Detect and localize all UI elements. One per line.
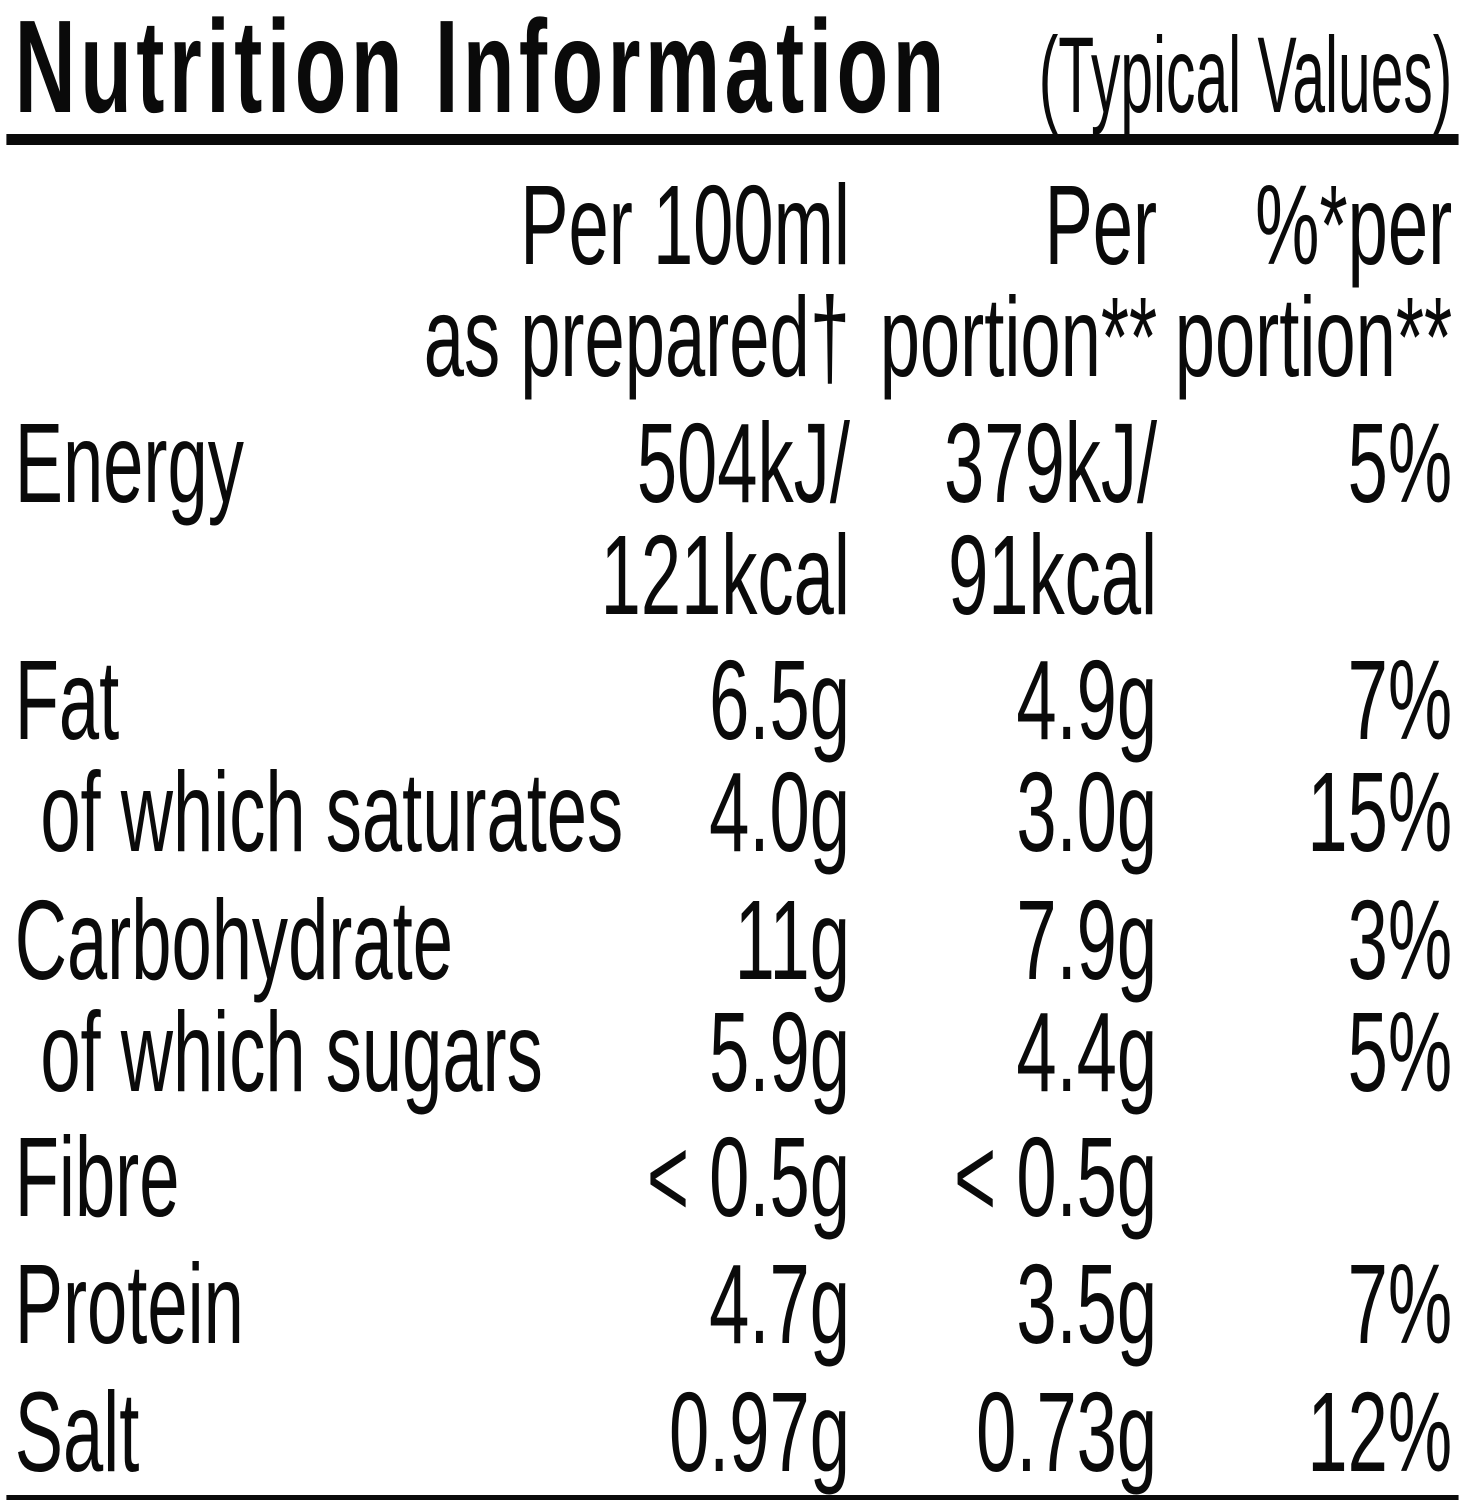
per-100ml-value: 4.0g xyxy=(709,749,850,875)
table-row-salt: Salt 0.97g 0.73g 12% xyxy=(14,1369,1453,1495)
per-100ml-value: 11g xyxy=(734,877,850,1003)
percent-value xyxy=(1157,1121,1452,1233)
per-portion-value: 3.0g xyxy=(1016,749,1158,875)
title-main: Nutrition Information xyxy=(14,0,949,140)
header-per-portion: Per portion** xyxy=(879,162,1158,400)
nutrient-label: Protein xyxy=(14,1241,244,1367)
nutrient-label: Fibre xyxy=(14,1114,180,1240)
table-row-saturates: of which saturates 4.0g 3.0g 15% xyxy=(15,749,1453,875)
title-suffix: (Typical Values) xyxy=(1038,14,1453,135)
per-100ml-value: 5.9g xyxy=(709,989,850,1115)
percent-value: 7% xyxy=(1347,637,1453,763)
nutrition-table: Per 100ml as prepared† Per portion** %*p… xyxy=(0,162,1465,1495)
per-portion-value: 3.5g xyxy=(1016,1241,1158,1367)
nutrient-label: Fat xyxy=(14,637,120,763)
page-title: Nutrition Information (Typical Values) xyxy=(0,0,1465,134)
per-100ml-value: 0.97g xyxy=(668,1369,850,1495)
table-row-energy: Energy 504kJ/ 121kcal 379kJ/ 91kcal 5% xyxy=(14,400,1453,638)
nutrient-label: Energy xyxy=(14,400,244,526)
per-portion-value: 379kJ/ 91kcal xyxy=(944,400,1158,638)
per-100ml-value: 6.5g xyxy=(709,637,850,763)
table-row-fibre: Fibre < 0.5g < 0.5g xyxy=(14,1114,1452,1240)
nutrient-label: of which saturates xyxy=(40,749,624,875)
nutrient-label: Carbohydrate xyxy=(14,877,453,1003)
percent-value: 12% xyxy=(1307,1369,1453,1495)
table-row-protein: Protein 4.7g 3.5g 7% xyxy=(14,1241,1453,1367)
table-row-carbohydrate: Carbohydrate 11g 7.9g 3% xyxy=(14,877,1453,1003)
per-portion-value: 4.4g xyxy=(1016,989,1158,1115)
bottom-divider xyxy=(6,1495,1459,1500)
top-divider xyxy=(6,134,1459,145)
table-header-row: Per 100ml as prepared† Per portion** %*p… xyxy=(15,162,1453,400)
per-100ml-value: 504kJ/ 121kcal xyxy=(600,400,850,638)
per-100ml-value: < 0.5g xyxy=(646,1114,850,1240)
per-portion-value: 7.9g xyxy=(1016,877,1158,1003)
per-portion-value: 4.9g xyxy=(1016,637,1158,763)
percent-value: 5% xyxy=(1347,989,1453,1115)
per-100ml-value: 4.7g xyxy=(709,1241,850,1367)
header-spacer xyxy=(15,169,399,393)
nutrient-label: of which sugars xyxy=(40,989,543,1115)
table-row-sugars: of which sugars 5.9g 4.4g 5% xyxy=(15,989,1453,1115)
per-portion-value: < 0.5g xyxy=(954,1114,1158,1240)
table-row-fat: Fat 6.5g 4.9g 7% xyxy=(14,637,1453,763)
percent-value: 15% xyxy=(1307,749,1453,875)
header-per-100ml: Per 100ml as prepared† xyxy=(423,162,850,400)
percent-value: 5% xyxy=(1347,400,1453,526)
nutrient-label: Salt xyxy=(14,1369,140,1495)
per-portion-value: 0.73g xyxy=(976,1369,1158,1495)
percent-value: 3% xyxy=(1347,877,1453,1003)
header-percent-per-portion: %*per portion** xyxy=(1174,162,1453,400)
percent-value: 7% xyxy=(1347,1241,1453,1367)
